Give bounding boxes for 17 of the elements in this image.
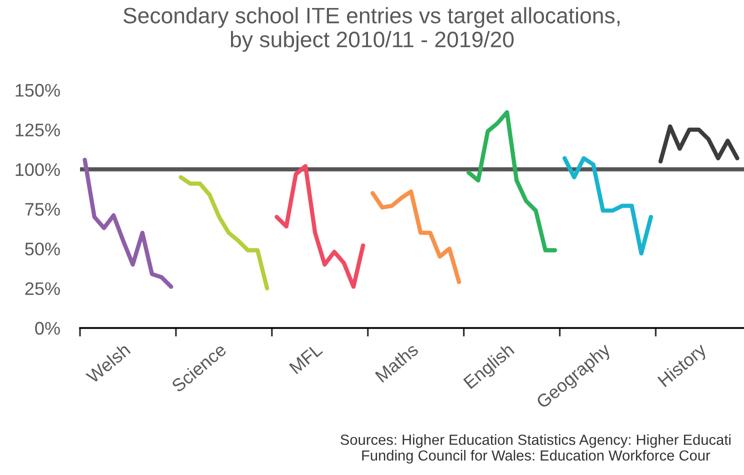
y-tick-label: 75%	[25, 203, 60, 216]
line-series	[82, 158, 174, 289]
y-tick-label: 125%	[16, 124, 60, 136]
y-tick-label: 0%	[35, 322, 60, 335]
line-series	[274, 164, 366, 289]
x-tick-label: MFL	[288, 342, 324, 374]
line-series	[658, 124, 740, 164]
y-tick-label: 100%	[16, 163, 60, 176]
y-tick-label: 50%	[25, 242, 60, 256]
line-series	[562, 156, 654, 256]
chart-title: Secondary school ITE entries vs target allocations, by subject 2010/11 - 2019/20	[124, 7, 620, 52]
source-note: Sources: Higher Education Statistics Agency: Higher Educati Funding Council for Wales: Education Workforce Cour	[340, 434, 730, 464]
line-series	[178, 175, 270, 290]
line-series	[370, 189, 462, 284]
y-tick-label: 25%	[25, 282, 60, 296]
y-tick-label: 150%	[16, 84, 60, 97]
line-series	[466, 110, 558, 252]
